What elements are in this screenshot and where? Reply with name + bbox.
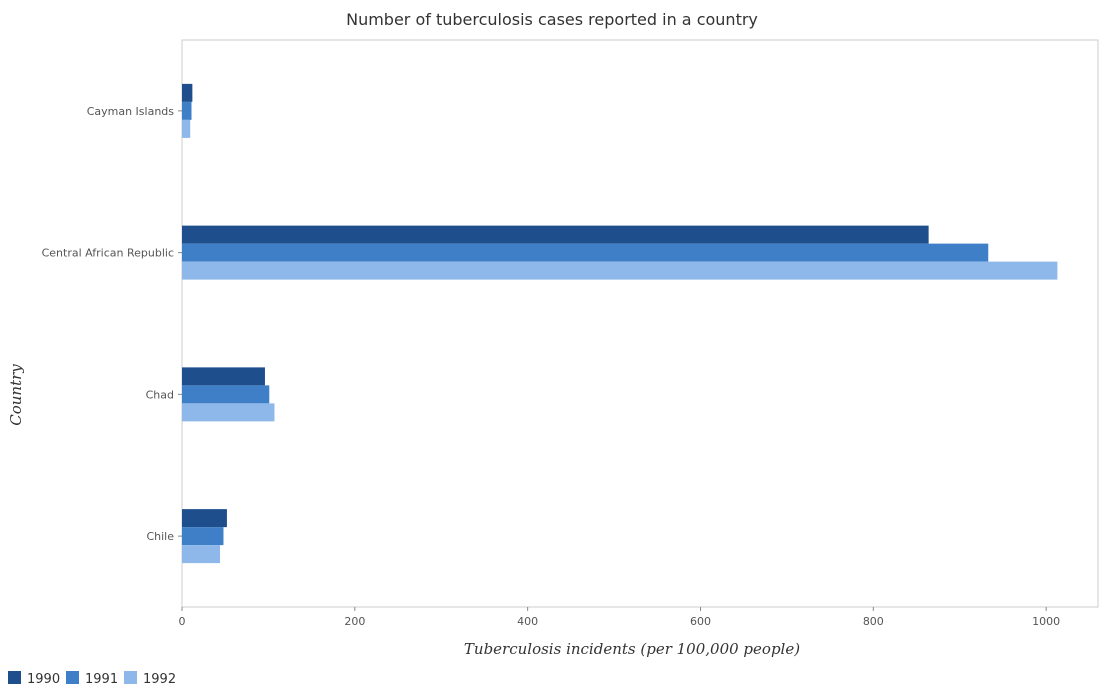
y-tick-label: Chad <box>146 388 174 401</box>
bar-1992-3 <box>182 545 221 564</box>
bar-1992-2 <box>182 403 275 422</box>
chart-title: Number of tuberculosis cases reported in… <box>346 10 758 29</box>
legend-label-1991: 1991 <box>85 672 118 687</box>
x-axis-ticks: 0 200 400 600 800 1000 <box>179 607 1060 628</box>
legend: 1990 1991 1992 <box>8 671 176 687</box>
plot-area <box>181 39 1099 608</box>
bars-group <box>182 83 1058 564</box>
bar-1991-2 <box>182 385 270 404</box>
y-axis-ticks: Cayman Islands Central African Republic Ch… <box>42 105 182 543</box>
x-tick-label: 400 <box>517 615 538 628</box>
y-tick-label: Chile <box>146 530 174 543</box>
x-tick-label: 800 <box>863 615 884 628</box>
bar-1990-2 <box>182 367 265 386</box>
bar-1991-1 <box>182 243 989 262</box>
plot-frame <box>181 39 1099 608</box>
legend-swatch-1990 <box>8 671 21 684</box>
bar-1990-1 <box>182 225 929 244</box>
legend-swatch-1991 <box>66 671 79 684</box>
bar-1992-0 <box>182 119 191 138</box>
y-tick-label: Central African Republic <box>42 247 174 260</box>
bar-1991-0 <box>182 101 192 120</box>
x-axis-label: Tuberculosis incidents (per 100,000 peop… <box>464 640 800 658</box>
x-tick-label: 1000 <box>1032 615 1060 628</box>
legend-label-1990: 1990 <box>27 672 60 687</box>
x-tick-label: 0 <box>179 615 186 628</box>
x-tick-label: 200 <box>344 615 365 628</box>
bar-1992-1 <box>182 261 1058 280</box>
bar-1990-0 <box>182 83 193 102</box>
legend-swatch-1992 <box>124 671 137 684</box>
bar-1991-3 <box>182 527 224 546</box>
bar-1990-3 <box>182 509 227 528</box>
y-tick-label: Cayman Islands <box>87 105 175 118</box>
y-axis-label: Country <box>7 364 25 426</box>
legend-label-1992: 1992 <box>143 672 176 687</box>
x-tick-label: 600 <box>690 615 711 628</box>
